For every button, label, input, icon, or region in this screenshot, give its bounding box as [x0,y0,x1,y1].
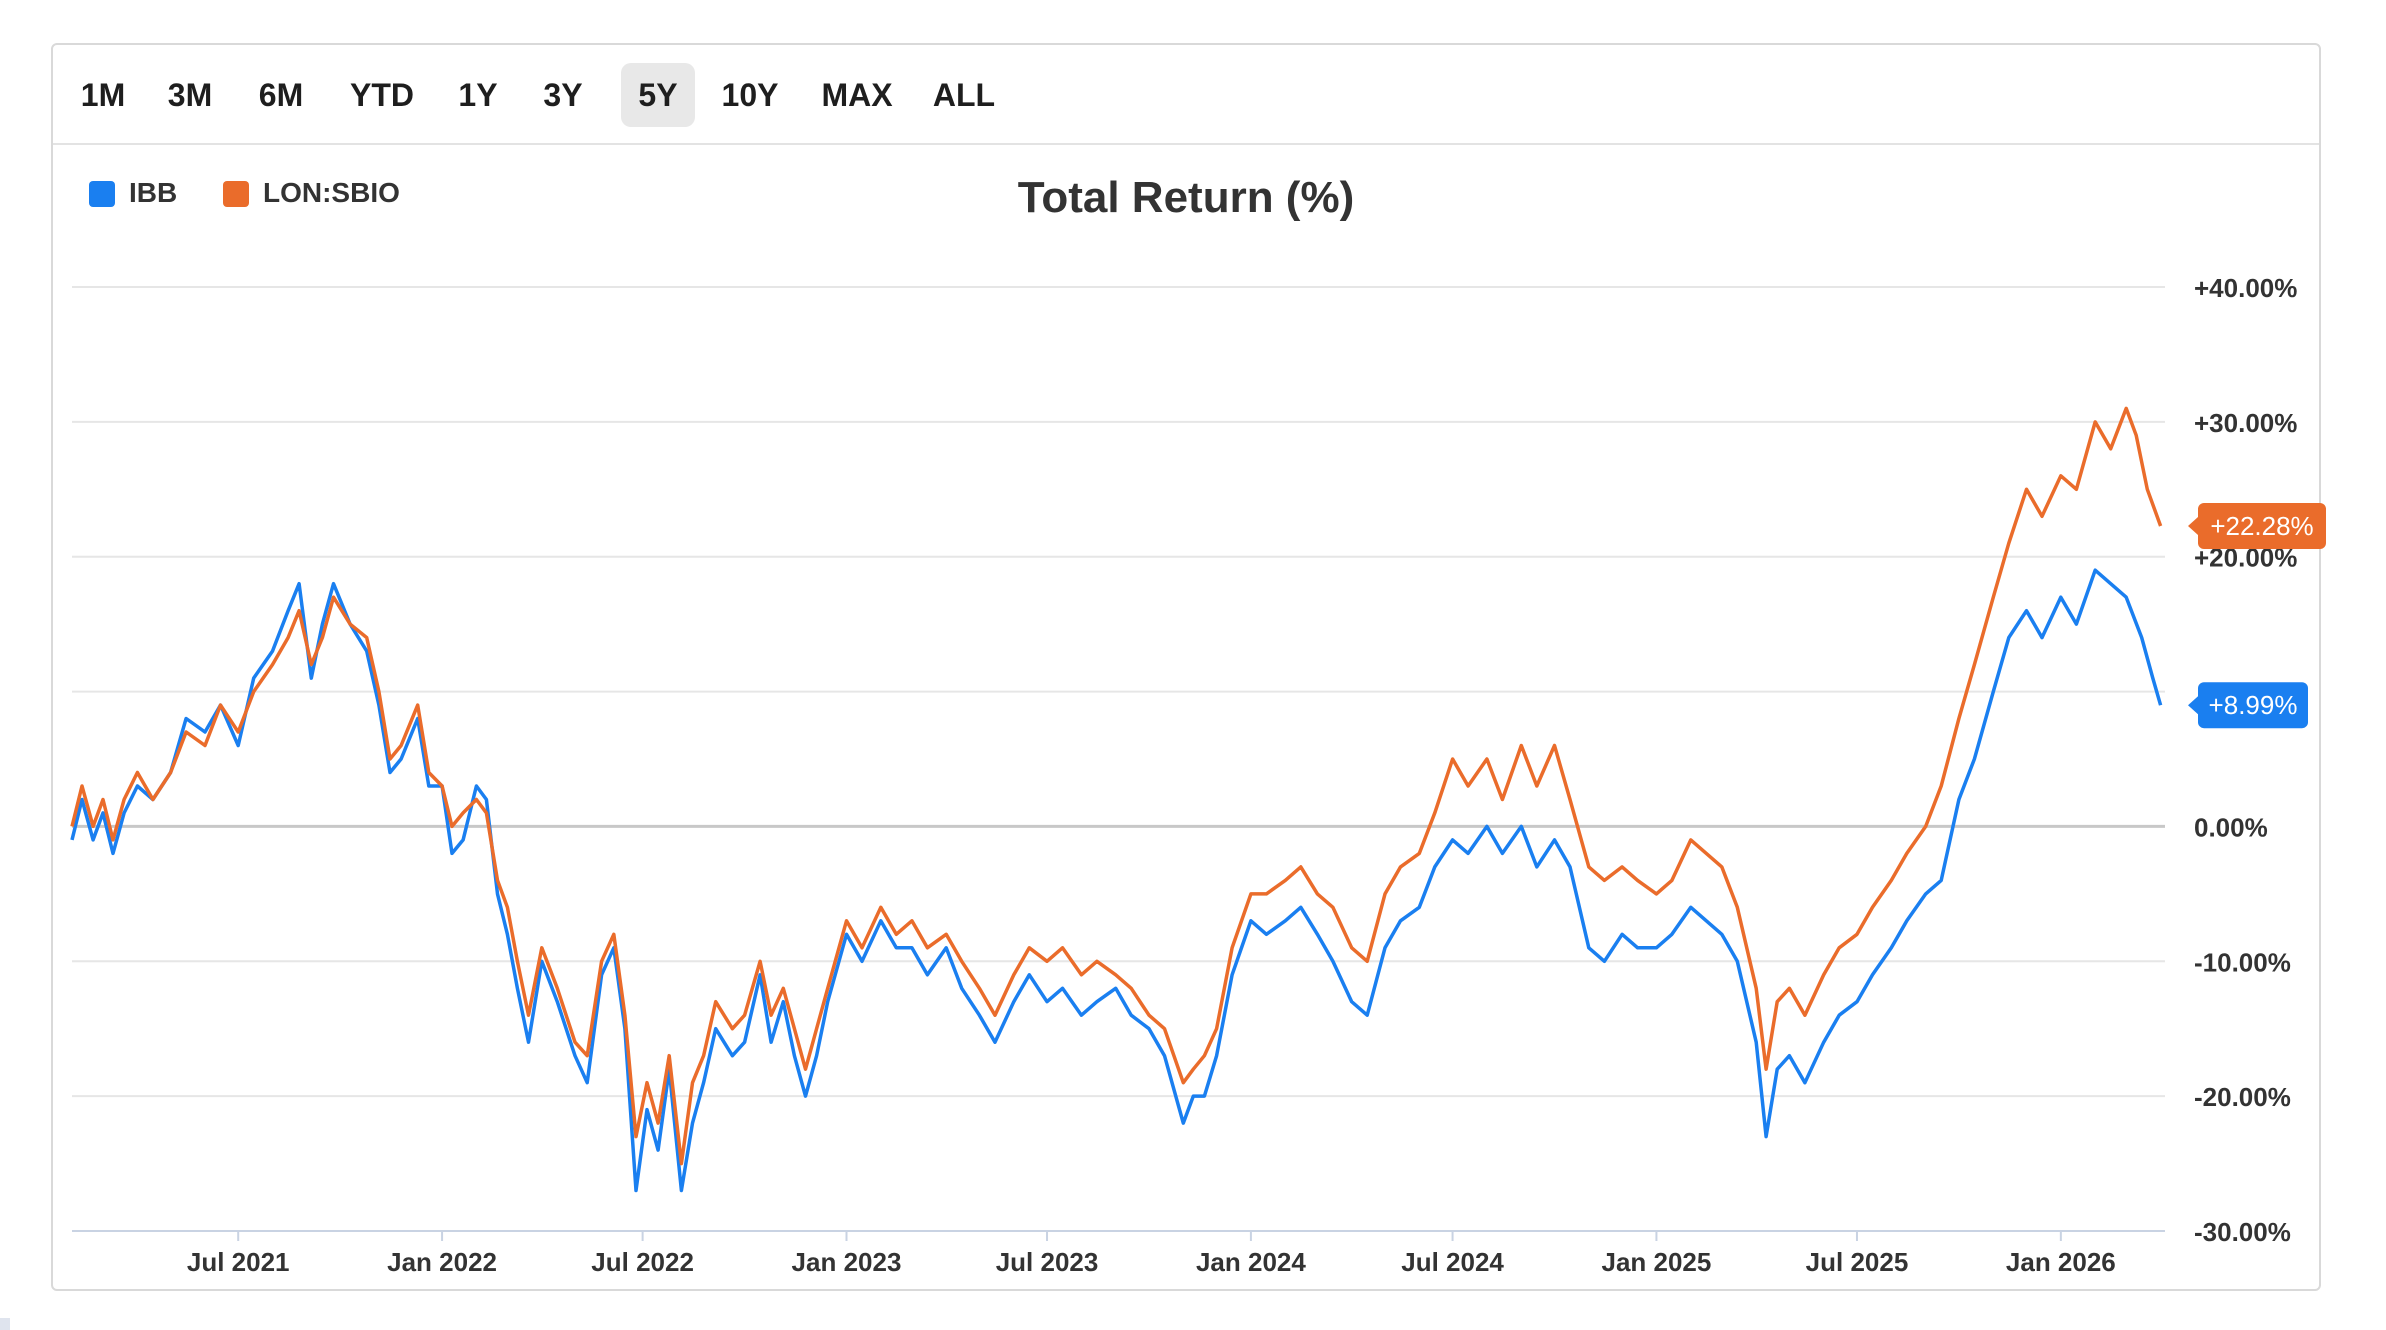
badge-label: +22.28% [2210,511,2313,541]
legend-item-ibb[interactable]: IBB [89,173,189,213]
range-button-1m[interactable]: 1M [80,77,126,113]
x-tick-label: Jan 2025 [1601,1247,1711,1277]
y-tick-label: +30.00% [2194,408,2297,438]
y-tick-label: -10.00% [2194,947,2291,977]
range-button-3y[interactable]: 3Y [543,77,583,113]
series-line-sbio [70,406,2163,1166]
legend-swatch-sbio [223,181,249,207]
range-button-1y[interactable]: 1Y [458,77,498,113]
chart-title: Total Return (%) [1017,173,1355,222]
range-button-max[interactable]: MAX [821,77,893,113]
series-line-ibb [70,568,2163,1193]
x-tick-label: Jul 2025 [1806,1247,1909,1277]
badge-pointer [2188,516,2198,535]
y-tick-label: -30.00% [2194,1217,2291,1247]
x-tick-label: Jan 2023 [792,1247,902,1277]
badge-pointer [2188,696,2198,715]
range-button-3m[interactable]: 3M [167,77,213,113]
x-tick-label: Jul 2022 [591,1247,694,1277]
range-button-all[interactable]: ALL [932,77,996,113]
y-tick-label: -20.00% [2194,1082,2291,1112]
chart-panel: 1M 3M 6M YTD 1Y 3Y 5Y 10Y MAX ALL IBB LO… [51,43,2321,1291]
y-tick-label: +40.00% [2194,273,2297,303]
x-tick-label: Jul 2021 [187,1247,290,1277]
last-value-badge-ibb: +8.99% [2188,682,2308,729]
range-button-10y[interactable]: 10Y [721,77,779,113]
legend-swatch-ibb [89,181,115,207]
legend-label-ibb: IBB [129,177,178,208]
x-tick-label: Jul 2024 [1401,1247,1504,1277]
badge-label: +8.99% [2209,690,2298,720]
range-toolbar: 1M 3M 6M YTD 1Y 3Y 5Y 10Y MAX ALL [53,45,2319,145]
last-value-badge-sbio: +22.28% [2188,502,2326,549]
x-tick-label: Jul 2023 [996,1247,1099,1277]
range-button-ytd[interactable]: YTD [350,77,414,113]
x-tick-label: Jan 2026 [2006,1247,2116,1277]
page-edge-strip [0,1318,10,1330]
badge-box [2198,502,2326,549]
legend-label-sbio: LON:SBIO [263,177,400,208]
range-button-5y[interactable]: 5Y [621,63,695,127]
x-tick-label: Jan 2022 [387,1247,497,1277]
y-tick-label: 0.00% [2194,812,2268,842]
range-button-6m[interactable]: 6M [258,77,304,113]
x-tick-label: Jan 2024 [1196,1247,1306,1277]
legend-item-sbio[interactable]: LON:SBIO [223,173,423,213]
badge-box [2198,682,2308,729]
